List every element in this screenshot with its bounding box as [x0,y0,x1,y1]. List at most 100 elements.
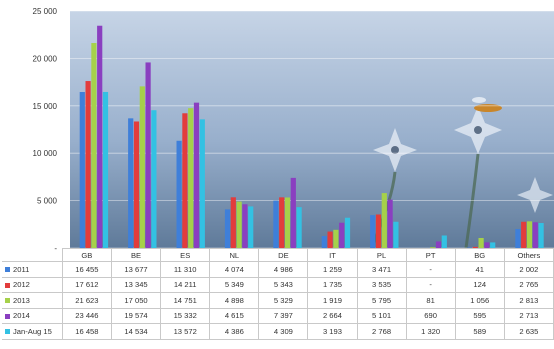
legend-swatch [5,282,10,288]
table-row: 2013 21 623 17 050 14 751 4 898 5 329 1 919 5 7… [2,292,554,309]
y-tick-label: 15 000 [33,102,58,111]
table-cell: 2 635 [503,323,554,340]
bar-pt-2013 [430,247,436,248]
table-cell: 5 343 [258,276,309,293]
table-row: 2011 16 455 13 677 11 310 4 074 4 986 1 259 3 4… [2,261,554,278]
category-label: BE [110,248,162,262]
bar-es-2012 [182,113,188,248]
table-cell: 7 397 [258,307,309,324]
legend-swatch [5,329,10,335]
table-cell: 1 320 [405,323,456,340]
table-cell: 21 623 [61,292,112,309]
y-tick-label: 5 000 [37,197,58,206]
table-cell: 5 795 [356,292,407,309]
series-legend-label: 2011 [2,261,63,278]
y-tick-label: 25 000 [33,7,58,16]
table-cell: 5 101 [356,307,407,324]
table-cell: 3 535 [356,276,407,293]
series-legend-label: Jan-Aug 15 [2,323,63,340]
table-cell: 13 572 [160,323,211,340]
table-cell: 14 534 [110,323,162,340]
table-cell: 1 735 [307,276,358,293]
table-cell: - [405,261,456,278]
category-label: DE [258,248,309,262]
table-cell: 17 612 [61,276,112,293]
series-legend-label: 2012 [2,276,63,293]
bar-es-2011 [176,140,182,248]
category-label: BG [454,248,505,262]
table-cell: 13 345 [110,276,162,293]
bar-gb-2011 [79,92,85,249]
table-cell: 1 259 [307,261,358,278]
table-corner [2,248,63,262]
table-cell: 4 309 [258,323,309,340]
bar-de-2014 [290,177,296,248]
table-cell: 2 002 [503,261,554,278]
table-cell: 2 713 [503,307,554,324]
table-cell: 4 615 [209,307,260,324]
bar-pt-2014 [435,241,442,248]
table-cell: 4 386 [209,323,260,340]
bar-others-2014 [532,222,538,248]
bar-es-2013 [188,108,194,248]
bar-de-2011 [273,200,279,248]
bar-nl-2012 [230,197,236,248]
bar-nl-2014 [242,204,248,248]
bar-nl-jan-aug-15 [248,206,254,248]
table-cell: 595 [454,307,505,324]
table-cell: 13 677 [110,261,162,278]
table-cell: 5 349 [209,276,260,293]
table-cell: 14 211 [160,276,211,293]
bar-bg-2013 [478,237,484,248]
data-table: GB BE ES NL DE IT PL PT BG Others 2011 16 455 13 677… [2,248,554,340]
bar-es-jan-aug-15 [199,119,205,249]
table-cell: 2 768 [356,323,407,340]
table-cell: 81 [405,292,456,309]
table-cell: 16 455 [61,261,112,278]
bar-de-2012 [279,197,285,248]
table-row: 2012 17 612 13 345 14 211 5 349 5 343 1 735 3 5… [2,276,554,293]
table-cell: 14 751 [160,292,211,309]
category-label: ES [160,248,211,262]
bar-es-2014 [193,102,200,248]
category-label: Others [503,248,554,262]
bar-gb-2013 [91,43,97,248]
table-row: Jan-Aug 15 16 458 14 534 13 572 4 386 4 309 3 … [2,323,554,340]
table-cell: 19 574 [110,307,162,324]
table-cell: 41 [454,261,505,278]
bar-it-jan-aug-15 [344,217,351,248]
table-cell: 3 471 [356,261,407,278]
category-label: GB [61,248,112,262]
table-cell: 124 [454,276,505,293]
y-tick-label: 20 000 [33,54,58,63]
table-cell: 589 [454,323,505,340]
table-cell: 1 056 [454,292,505,309]
bar-others-jan-aug-15 [538,223,544,248]
bar-others-2011 [515,229,521,248]
table-cell: 4 986 [258,261,309,278]
bar-nl-2011 [224,209,231,248]
bar-pt-jan-aug-15 [441,235,447,248]
legend-swatch [5,267,10,273]
bar-de-2013 [284,197,291,248]
table-cell: 15 332 [160,307,211,324]
legend-swatch [5,313,10,319]
bar-bg-2012 [472,246,478,248]
table-row: 2014 23 446 19 574 15 332 4 615 7 397 2 664 5 1… [2,307,554,324]
table-cell: 1 919 [307,292,358,309]
table-cell: 2 765 [503,276,554,293]
bar-gb-2012 [85,81,91,248]
table-cell: 4 898 [209,292,260,309]
table-cell: - [405,276,456,293]
table-cell: 690 [405,307,456,324]
bar-others-2012 [521,221,527,248]
bar-it-2013 [333,229,339,248]
bar-pl-2012 [375,214,382,248]
category-label: IT [307,248,358,262]
bar-be-jan-aug-15 [151,110,157,248]
series-legend-label: 2013 [2,292,63,309]
bar-be-2014 [145,62,151,249]
bar-bg-jan-aug-15 [490,242,496,248]
